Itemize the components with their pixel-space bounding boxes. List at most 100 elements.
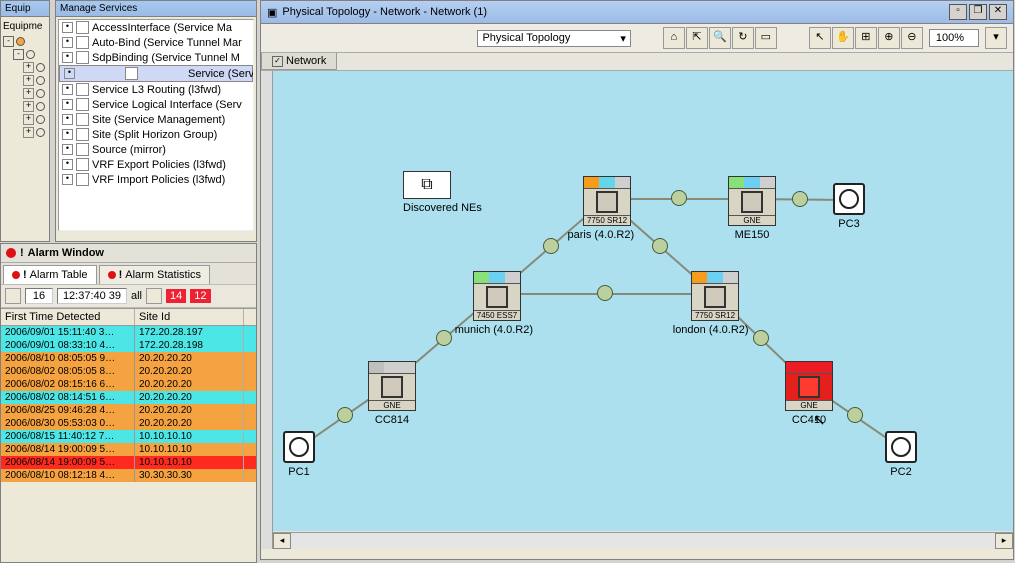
expand-icon[interactable]: • (62, 22, 73, 33)
tool-zoom-in[interactable]: ⊕ (878, 27, 900, 49)
pc-icon (833, 183, 865, 215)
checkbox[interactable] (76, 173, 89, 186)
expand-icon[interactable]: • (62, 129, 73, 140)
tab-alarm-statistics[interactable]: !Alarm Statistics (99, 265, 210, 284)
expand-icon[interactable]: • (62, 37, 73, 48)
expand-icon[interactable]: • (62, 84, 73, 95)
expand-icon[interactable]: • (64, 68, 75, 79)
tool-zoom-out[interactable]: ⊖ (901, 27, 923, 49)
checkbox[interactable] (76, 158, 89, 171)
alarm-row[interactable]: 2006/08/10 08:05:05 9…20.20.20.20 (1, 352, 256, 365)
tool-nav[interactable]: ⇱ (686, 27, 708, 49)
topology-node-pc3[interactable]: PC3 (833, 183, 865, 230)
checkbox[interactable] (76, 98, 89, 111)
topology-node-paris[interactable]: 7750 SR12paris (4.0.R2) (583, 176, 650, 241)
topology-node-cc814[interactable]: GNECC814 (368, 361, 416, 426)
maximize-button[interactable]: ❐ (969, 4, 987, 20)
checkbox[interactable] (76, 113, 89, 126)
manage-services-panel: Manage Services •AccessInterface (Servic… (55, 0, 257, 242)
expand-icon[interactable]: • (62, 52, 73, 63)
zoom-dropdown[interactable]: ▾ (985, 27, 1007, 49)
link-connector-icon (671, 190, 687, 206)
service-tree-item[interactable]: •AccessInterface (Service Ma (59, 20, 253, 35)
topology-node-me150[interactable]: GNEME150 (728, 176, 776, 241)
topology-node-disc[interactable]: ⧉Discovered NEs (403, 171, 482, 214)
alarm-row[interactable]: 2006/08/10 08:12:18 4…30.30.30.30 (1, 469, 256, 482)
service-tree-item[interactable]: •VRF Export Policies (l3fwd) (59, 157, 253, 172)
tool-fit[interactable]: ▭ (755, 27, 777, 49)
breadcrumb-network[interactable]: ✓Network (261, 53, 337, 70)
alarm-site-cell: 10.10.10.10 (135, 443, 244, 456)
service-tree-item[interactable]: •Service (Service Management) (59, 65, 253, 82)
topology-node-munich[interactable]: 7450 ESS7munich (4.0.R2) (473, 271, 551, 336)
alarm-row[interactable]: 2006/08/02 08:15:16 6…20.20.20.20 (1, 378, 256, 391)
alarm-site-cell: 20.20.20.20 (135, 404, 244, 417)
scroll-left-button[interactable]: ◂ (273, 533, 291, 549)
col-site-id[interactable]: Site Id (135, 309, 244, 325)
topology-canvas[interactable]: ⧉Discovered NEs 7750 SR12paris (4.0.R2) GN… (273, 71, 1013, 531)
checkbox[interactable] (76, 83, 89, 96)
alarm-row[interactable]: 2006/08/14 19:00:09 5…10.10.10.10 (1, 456, 256, 469)
sev-major-count[interactable]: 12 (190, 289, 210, 303)
alarm-row[interactable]: 2006/08/15 11:40:12 7…10.10.10.10 (1, 430, 256, 443)
expand-icon[interactable]: • (62, 144, 73, 155)
service-tree-item[interactable]: •Source (mirror) (59, 142, 253, 157)
tool-home[interactable]: ⌂ (663, 27, 685, 49)
sev-toggle[interactable] (146, 288, 162, 304)
panel-icon: ⧉ (421, 176, 432, 194)
tool-layout[interactable]: ⊞ (855, 27, 877, 49)
close-button[interactable]: ✕ (989, 4, 1007, 20)
expand-icon[interactable]: • (62, 159, 73, 170)
topology-node-cc410[interactable]: GNECC410 (785, 361, 833, 426)
alarm-row[interactable]: 2006/08/30 05:53:03 0…20.20.20.20 (1, 417, 256, 430)
topology-node-london[interactable]: 7750 SR12london (4.0.R2) (691, 271, 767, 336)
service-tree-item[interactable]: •Site (Split Horizon Group) (59, 127, 253, 142)
service-tree-item[interactable]: •Site (Service Management) (59, 112, 253, 127)
filter-toggle[interactable] (5, 288, 21, 304)
service-tree-item[interactable]: •Service L3 Routing (l3fwd) (59, 82, 253, 97)
node-label: ME150 (728, 229, 776, 241)
checkbox[interactable] (76, 128, 89, 141)
expand-icon[interactable]: • (62, 114, 73, 125)
horizontal-scrollbar[interactable]: ◂ ▸ (273, 532, 1013, 549)
restore-button[interactable]: ▫ (949, 4, 967, 20)
tool-find[interactable]: 🔍 (709, 27, 731, 49)
checkbox[interactable] (76, 143, 89, 156)
alarm-scope: all (131, 290, 142, 302)
view-dropdown[interactable]: Physical Topology▾ (477, 30, 630, 47)
alarm-time-cell: 2006/08/02 08:15:16 6… (1, 378, 135, 391)
topology-node-pc2[interactable]: PC2 (885, 431, 917, 478)
manage-services-title: Manage Services (56, 1, 256, 17)
tool-pan[interactable]: ✋ (832, 27, 854, 49)
alarm-time-cell: 2006/08/02 08:14:51 6… (1, 391, 135, 404)
checkbox[interactable] (76, 21, 89, 34)
alarm-row[interactable]: 2006/08/02 08:05:05 8…20.20.20.20 (1, 365, 256, 378)
alarm-time-cell: 2006/08/25 09:46:28 4… (1, 404, 135, 417)
scroll-right-button[interactable]: ▸ (995, 533, 1013, 549)
checkbox[interactable] (76, 51, 89, 64)
expand-icon[interactable]: • (62, 174, 73, 185)
topology-node-pc1[interactable]: PC1 (283, 431, 315, 478)
alarm-row[interactable]: 2006/09/01 08:33:10 4…172.20.28.198 (1, 339, 256, 352)
services-tree[interactable]: •AccessInterface (Service Ma•Auto-Bind (… (58, 19, 254, 231)
expand-icon[interactable]: • (62, 99, 73, 110)
sev-critical-count[interactable]: 14 (166, 289, 186, 303)
checkbox[interactable] (125, 67, 138, 80)
node-subtype: 7750 SR12 (692, 310, 738, 320)
alarm-row[interactable]: 2006/08/02 08:14:51 6…20.20.20.20 (1, 391, 256, 404)
service-tree-item[interactable]: •SdpBinding (Service Tunnel M (59, 50, 253, 65)
alarm-site-cell: 20.20.20.20 (135, 365, 244, 378)
tool-refresh[interactable]: ↻ (732, 27, 754, 49)
service-tree-item[interactable]: •VRF Import Policies (l3fwd) (59, 172, 253, 187)
zoom-field[interactable]: 100% (929, 29, 979, 47)
alarm-row[interactable]: 2006/08/14 19:00:09 5…10.10.10.10 (1, 443, 256, 456)
checkbox[interactable] (76, 36, 89, 49)
service-tree-item[interactable]: •Auto-Bind (Service Tunnel Mar (59, 35, 253, 50)
tool-select[interactable]: ↖ (809, 27, 831, 49)
service-tree-item[interactable]: •Service Logical Interface (Serv (59, 97, 253, 112)
col-first-time[interactable]: First Time Detected (1, 309, 135, 325)
tab-alarm-table[interactable]: !Alarm Table (3, 265, 97, 284)
alarm-row[interactable]: 2006/09/01 15:11:40 3…172.20.28.197 (1, 326, 256, 339)
alarm-row[interactable]: 2006/08/25 09:46:28 4…20.20.20.20 (1, 404, 256, 417)
alarm-site-cell: 20.20.20.20 (135, 391, 244, 404)
